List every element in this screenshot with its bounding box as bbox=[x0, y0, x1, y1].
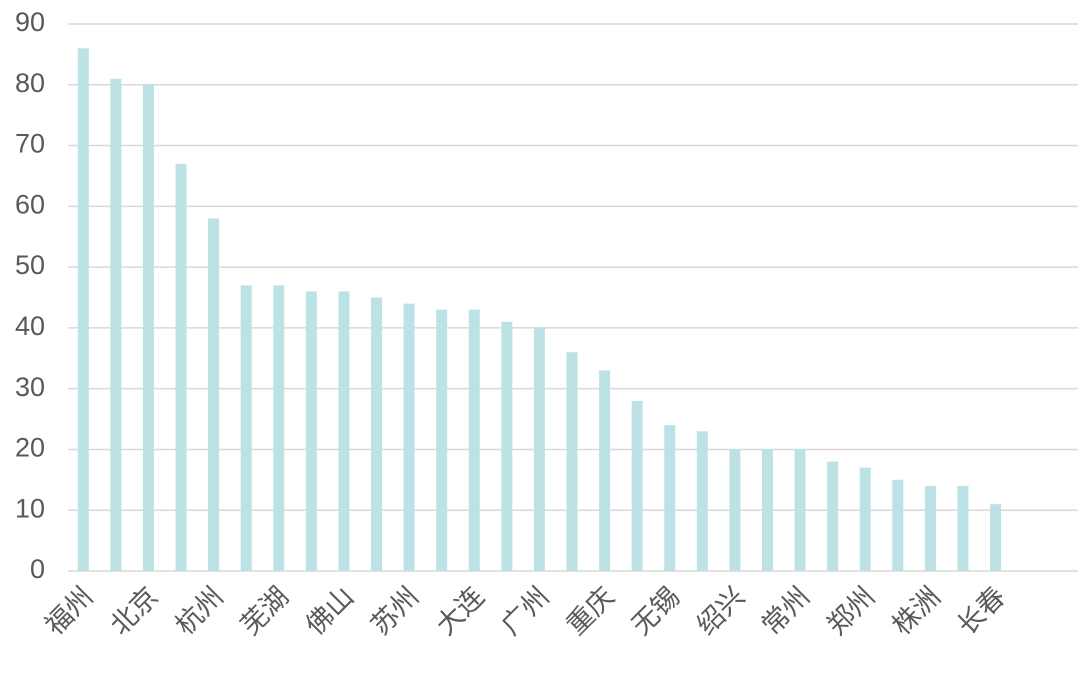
bar bbox=[696, 431, 708, 571]
bar bbox=[110, 78, 122, 571]
x-tick-label: 佛山 bbox=[300, 581, 360, 641]
bar bbox=[175, 163, 187, 572]
x-tick-label: 长春 bbox=[952, 581, 1012, 641]
bar bbox=[827, 461, 839, 571]
y-tick-label: 30 bbox=[15, 372, 45, 402]
y-tick-label: 90 bbox=[15, 7, 45, 37]
y-tick-label: 70 bbox=[15, 129, 45, 159]
x-tick-label: 北京 bbox=[105, 581, 165, 641]
y-tick-label: 60 bbox=[15, 189, 45, 219]
y-tick-label: 0 bbox=[30, 554, 45, 584]
x-tick-label: 常州 bbox=[756, 581, 816, 641]
bar bbox=[631, 400, 643, 571]
x-tick-label: 苏州 bbox=[365, 581, 425, 641]
y-tick-label: 10 bbox=[15, 493, 45, 523]
bar bbox=[990, 504, 1002, 571]
bar bbox=[664, 425, 676, 571]
bar bbox=[305, 291, 317, 571]
bar bbox=[208, 218, 220, 571]
bar bbox=[599, 370, 611, 571]
x-tick-label: 大连 bbox=[430, 581, 490, 641]
x-tick-label: 无锡 bbox=[626, 581, 686, 641]
bar bbox=[533, 327, 545, 571]
y-tick-label: 50 bbox=[15, 250, 45, 280]
bar bbox=[761, 449, 773, 571]
x-tick-label: 广州 bbox=[496, 581, 556, 641]
x-tick-label: 株洲 bbox=[887, 581, 947, 641]
bar bbox=[436, 309, 448, 571]
bar bbox=[142, 84, 154, 572]
bar bbox=[794, 449, 806, 571]
bar bbox=[403, 303, 415, 571]
y-tick-label: 80 bbox=[15, 68, 45, 98]
bar bbox=[77, 48, 89, 572]
bar bbox=[859, 467, 871, 571]
bar bbox=[371, 297, 383, 571]
bar bbox=[924, 485, 936, 571]
y-tick-label: 40 bbox=[15, 311, 45, 341]
bar bbox=[892, 479, 904, 571]
x-tick-label: 绍兴 bbox=[691, 581, 751, 641]
bar bbox=[729, 449, 741, 571]
bar bbox=[501, 321, 513, 571]
bar bbox=[273, 285, 285, 571]
x-tick-label: 福州 bbox=[39, 581, 99, 641]
bar bbox=[240, 285, 252, 571]
x-tick-label: 杭州 bbox=[170, 581, 230, 641]
bar bbox=[957, 485, 969, 571]
bar bbox=[566, 352, 578, 571]
bar bbox=[338, 291, 350, 571]
y-tick-label: 20 bbox=[15, 433, 45, 463]
bar bbox=[468, 309, 480, 571]
x-tick-label: 芜湖 bbox=[235, 581, 295, 641]
x-tick-label: 郑州 bbox=[821, 581, 881, 641]
x-tick-label: 重庆 bbox=[561, 581, 621, 641]
